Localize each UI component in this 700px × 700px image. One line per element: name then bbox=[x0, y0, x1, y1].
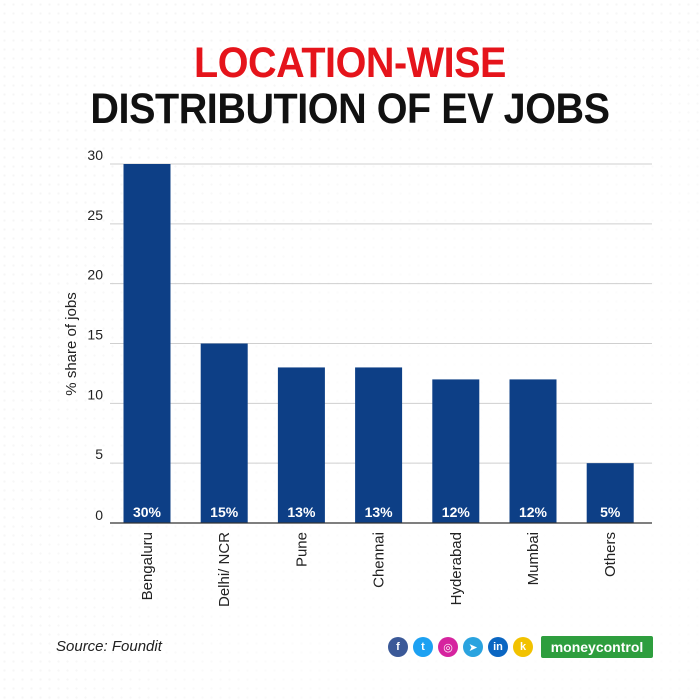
y-tick-label: 25 bbox=[87, 207, 103, 223]
data-label: 12% bbox=[519, 504, 548, 520]
y-tick-label: 30 bbox=[87, 147, 103, 163]
x-tick-label: Hyderabad bbox=[448, 532, 465, 605]
data-label: 12% bbox=[442, 504, 471, 520]
y-tick-label: 10 bbox=[87, 386, 103, 402]
koo-icon[interactable]: k bbox=[513, 637, 533, 657]
x-tick-label: Delhi/ NCR bbox=[216, 532, 233, 607]
instagram-icon[interactable]: ◎ bbox=[438, 637, 458, 657]
data-label: 30% bbox=[133, 504, 162, 520]
y-tick-label: 15 bbox=[87, 327, 103, 343]
chart-title-line2: DISTRIBUTION OF EV JOBS bbox=[90, 85, 610, 133]
chart-title-line1: LOCATION-WISE bbox=[194, 39, 506, 87]
y-tick-label: 0 bbox=[95, 507, 103, 523]
y-tick-label: 20 bbox=[87, 267, 103, 283]
source-note: Source: Foundit bbox=[56, 638, 162, 655]
telegram-icon[interactable]: ➤ bbox=[463, 637, 483, 657]
x-tick-label: Others bbox=[602, 532, 619, 577]
bar bbox=[200, 343, 248, 523]
bar bbox=[509, 379, 557, 523]
x-tick-label: Chennai bbox=[371, 532, 388, 588]
data-label: 5% bbox=[600, 504, 621, 520]
brand-logo: moneycontrol bbox=[541, 636, 653, 658]
data-label: 15% bbox=[210, 504, 239, 520]
x-tick-label: Pune bbox=[293, 532, 310, 567]
x-tick-label: Mumbai bbox=[525, 532, 542, 585]
x-tick-label: Bengaluru bbox=[139, 532, 156, 600]
data-label: 13% bbox=[365, 504, 394, 520]
bar bbox=[123, 164, 171, 523]
bar bbox=[432, 379, 480, 523]
data-label: 13% bbox=[287, 504, 316, 520]
linkedin-icon[interactable]: in bbox=[488, 637, 508, 657]
y-axis-label: % share of jobs bbox=[63, 292, 80, 395]
y-tick-label: 5 bbox=[95, 446, 103, 462]
bar bbox=[277, 367, 325, 523]
facebook-icon[interactable]: f bbox=[388, 637, 408, 657]
social-icons: f t ◎ ➤ in k bbox=[388, 637, 533, 659]
bar bbox=[355, 367, 403, 523]
twitter-icon[interactable]: t bbox=[413, 637, 433, 657]
bar bbox=[586, 463, 634, 523]
